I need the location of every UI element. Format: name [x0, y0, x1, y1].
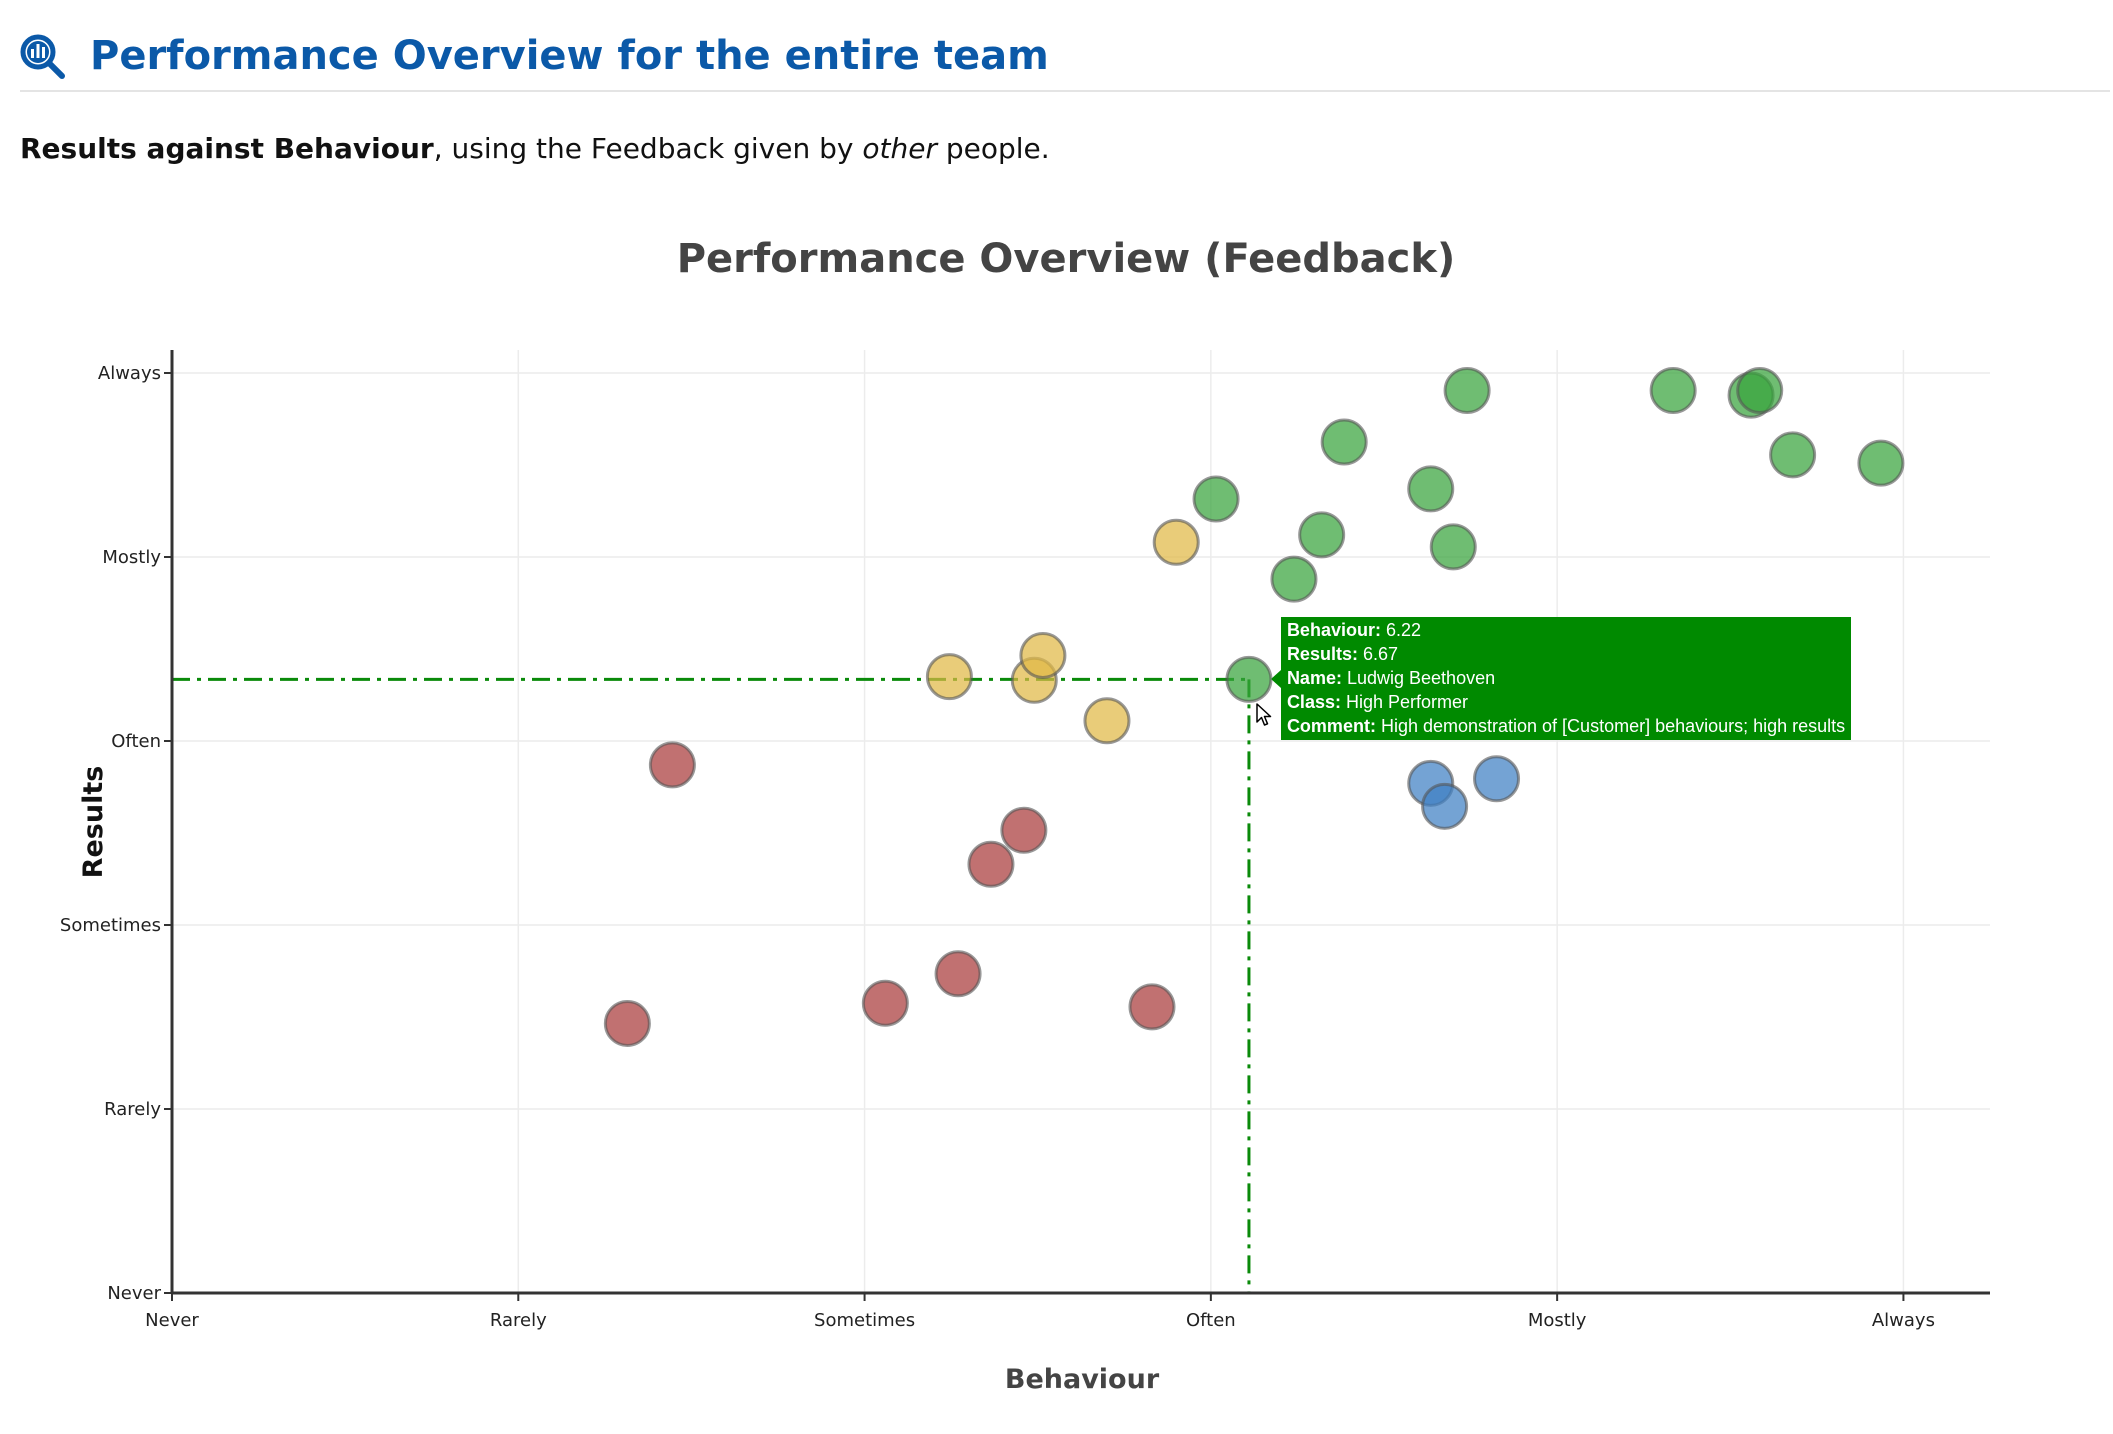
data-point-s3-2	[861, 979, 909, 1027]
chart-title: Performance Overview (Feedback)	[677, 236, 1456, 282]
data-point-s3-6	[1128, 983, 1176, 1031]
data-point-s1-1	[1192, 475, 1240, 523]
x-tick-label-2: Sometimes	[814, 1310, 915, 1331]
y-tick-label-5: Always	[98, 363, 161, 384]
x-axis-title: Behaviour	[1005, 1364, 1160, 1395]
x-tick-label-0: Never	[145, 1310, 199, 1331]
y-tick-label-4: Mostly	[102, 547, 161, 568]
intro-text: Results against Behaviour, using the Fee…	[20, 132, 1050, 165]
tooltip-results-value: 6.67	[1362, 644, 1399, 665]
tooltip-comment-row: Comment: High demonstration of [Customer…	[1287, 714, 1845, 738]
data-point-s1-3	[1298, 511, 1346, 559]
data-point-s1-11	[1769, 431, 1817, 479]
data-point-s0-2	[1473, 755, 1521, 803]
tooltip-behaviour-value: 6.22	[1385, 620, 1422, 641]
y-tick-label-3: Often	[111, 731, 161, 752]
data-point-s1-8	[1649, 366, 1697, 414]
data-point-s2-3	[1083, 697, 1131, 745]
scatter-chart: Performance Overview (Feedback) Never Rar…	[0, 210, 2113, 1434]
point-tooltip: Behaviour: 6.22 Results: 6.67 Name: Ludw…	[1280, 617, 1852, 741]
intro-middle: , using the Feedback given by	[433, 132, 863, 165]
tooltip-results-label: Results:	[1286, 644, 1358, 665]
tooltip-class-label: Class:	[1286, 692, 1341, 713]
crosshair-lines	[172, 677, 1251, 1293]
x-tick-label-3: Often	[1186, 1310, 1236, 1331]
axes: Never Rarely Sometimes Often Mostly Always Nev…	[60, 350, 1990, 1331]
data-point-s2-2	[1019, 631, 1067, 679]
tooltip-class-value: High Performer	[1345, 692, 1469, 713]
data-point-s0-1	[1421, 782, 1469, 830]
data-point-s3-0	[603, 999, 651, 1047]
y-tick-label-2: Sometimes	[60, 915, 161, 936]
mouse-pointer-icon	[1256, 703, 1272, 727]
data-point-s1-10	[1736, 366, 1784, 414]
data-point-s1-7	[1443, 366, 1491, 414]
grid-lines	[172, 350, 1990, 1293]
tooltip-arrow	[1270, 670, 1281, 689]
tooltip-behaviour-label: Behaviour:	[1286, 620, 1381, 641]
data-point-s1-12	[1857, 439, 1905, 487]
data-point-s3-1	[648, 741, 696, 789]
chart-canvas: Performance Overview (Feedback) Never Rar…	[60, 236, 1990, 1395]
tooltip-name-label: Name:	[1286, 668, 1342, 689]
tooltip-results-row: Results: 6.67	[1287, 642, 1845, 666]
x-tick-label-4: Mostly	[1528, 1310, 1587, 1331]
tooltip-class-row: Class: High Performer	[1287, 690, 1845, 714]
data-point-s3-4	[967, 840, 1015, 888]
y-tick-label-1: Rarely	[104, 1099, 161, 1120]
intro-bold: Results against Behaviour	[20, 132, 434, 165]
x-tick-label-1: Rarely	[490, 1310, 547, 1331]
data-points	[603, 366, 1905, 1047]
data-point-s1-4	[1320, 418, 1368, 466]
x-tick-label-5: Always	[1872, 1310, 1935, 1331]
page-header: Performance Overview for the entire team	[20, 30, 2110, 92]
data-point-s3-5	[1000, 806, 1048, 854]
search-chart-icon	[20, 34, 65, 79]
tooltip-comment-value: High demonstration of [Customer] behavio…	[1380, 716, 1846, 737]
data-point-s1-2	[1270, 555, 1318, 603]
tooltip-name-row: Name: Ludwig Beethoven	[1287, 666, 1845, 690]
intro-italic: other	[862, 132, 937, 165]
y-axis-title: Results	[78, 766, 109, 879]
intro-end: people.	[936, 132, 1050, 165]
data-point-s2-0	[925, 653, 973, 701]
page-title: Performance Overview for the entire team	[90, 33, 1049, 79]
data-point-s1-5	[1407, 465, 1455, 513]
data-point-s1-6	[1429, 523, 1477, 571]
y-tick-label-0: Never	[107, 1283, 161, 1304]
data-point-s3-3	[934, 950, 982, 998]
data-point-s2-4	[1152, 518, 1200, 566]
tooltip-name-value: Ludwig Beethoven	[1346, 668, 1496, 689]
tooltip-comment-label: Comment:	[1286, 716, 1376, 737]
data-point-s1-0	[1225, 655, 1273, 703]
tooltip-behaviour-row: Behaviour: 6.22	[1287, 618, 1845, 642]
